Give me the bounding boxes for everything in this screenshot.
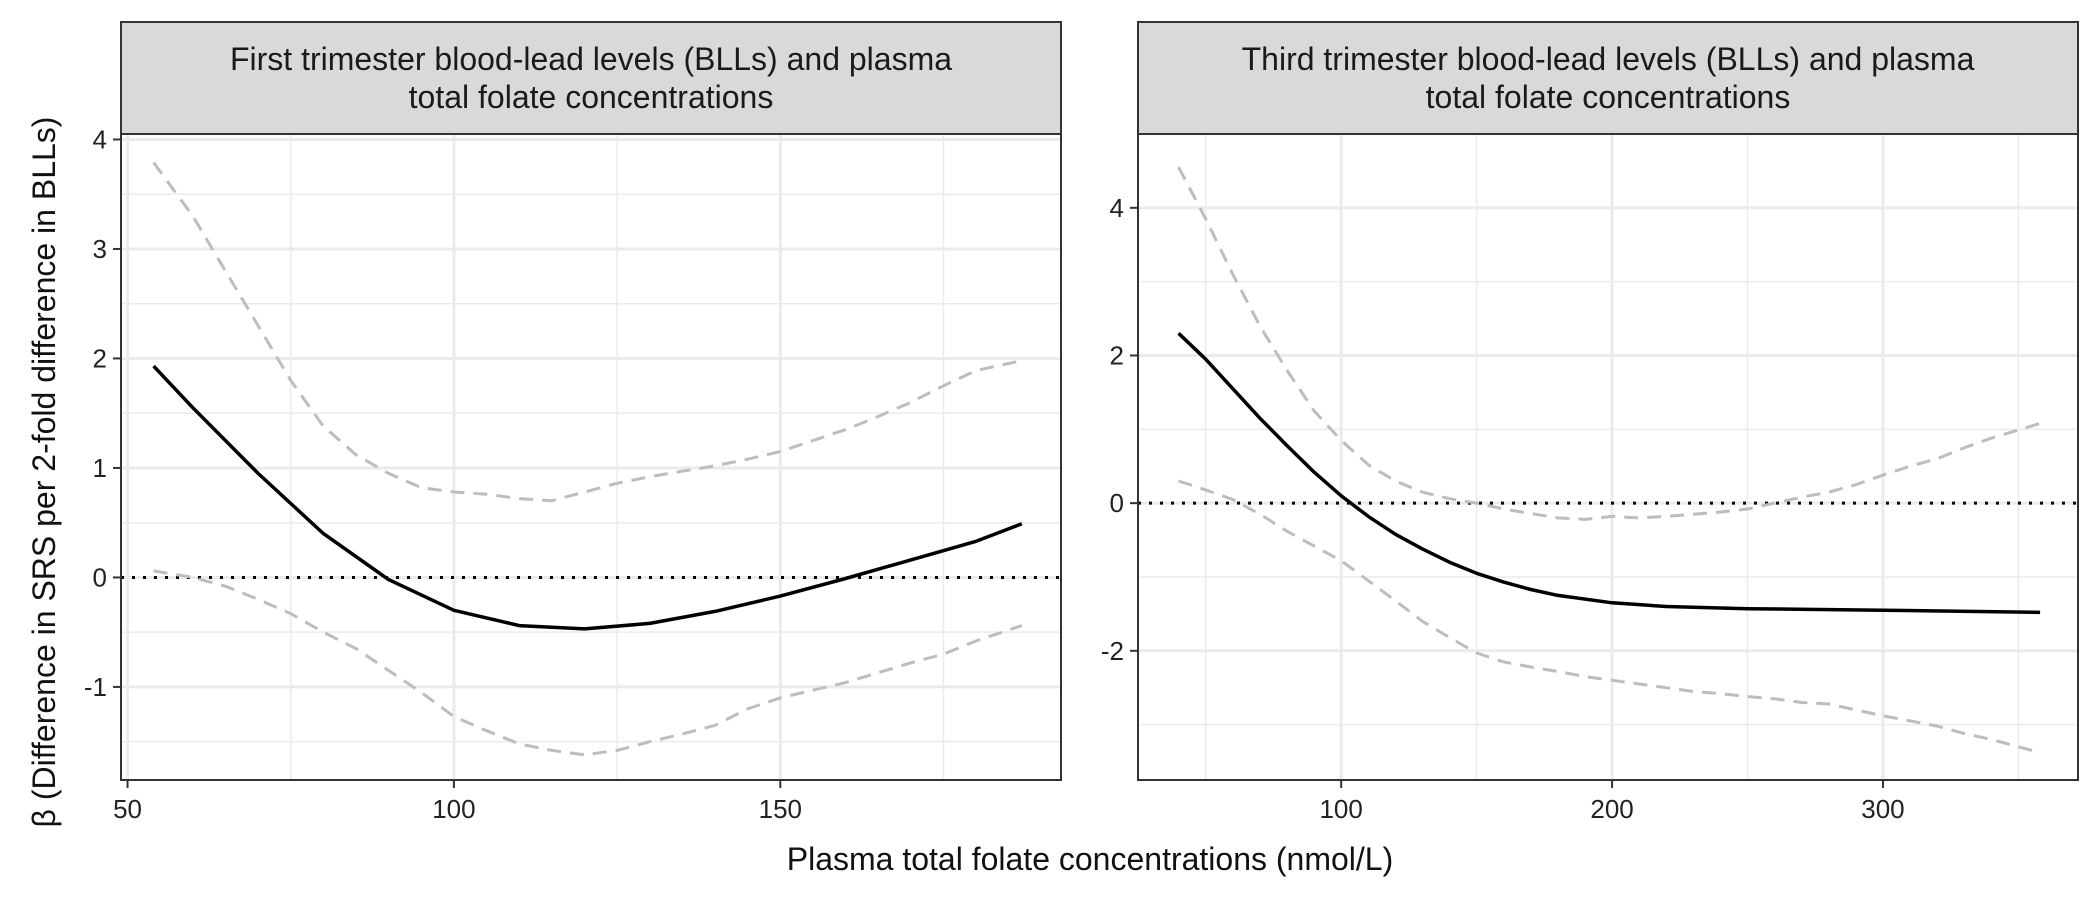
- x-tick-label: 200: [1590, 794, 1633, 824]
- lower-ci-line: [153, 569, 1023, 757]
- x-tick-label: 300: [1861, 794, 1904, 824]
- x-tick-label: 50: [113, 794, 142, 824]
- x-tick-label: 100: [1319, 794, 1362, 824]
- y-tick-label: 0: [1110, 488, 1124, 518]
- y-tick-label: -1: [84, 672, 107, 702]
- y-tick-label: 2: [93, 343, 107, 373]
- plot-background: [1138, 134, 2078, 780]
- y-tick-label: -2: [1101, 636, 1124, 666]
- estimate-line: [152, 364, 1023, 631]
- y-tick-label: 0: [93, 562, 107, 592]
- x-tick-label: 100: [432, 794, 475, 824]
- y-tick-label: 4: [93, 124, 107, 154]
- panel-first-trimester: First trimester blood-lead levels (BLLs)…: [84, 21, 1062, 824]
- estimate-line: [1177, 332, 2041, 615]
- x-axis-title: Plasma total folate concentrations (nmol…: [787, 841, 1394, 877]
- plot-background: [121, 134, 1061, 780]
- upper-ci-line: [1177, 166, 2041, 521]
- y-tick-label: 2: [1110, 340, 1124, 370]
- upper-ci-line: [152, 161, 1023, 503]
- y-axis-title: β (Difference in SRS per 2-fold differen…: [26, 117, 62, 828]
- facet-strip-title-line: total folate concentrations: [1426, 79, 1791, 115]
- x-tick-label: 150: [759, 794, 802, 824]
- facet-strip: [1137, 21, 2079, 135]
- facet-strip-title-line: First trimester blood-lead levels (BLLs)…: [230, 41, 952, 77]
- facet-strip-title-line: total folate concentrations: [409, 79, 774, 115]
- lower-ci-line: [1178, 479, 2041, 755]
- panel-third-trimester: Third trimester blood-lead levels (BLLs)…: [1101, 21, 2079, 824]
- facet-strip-title-line: Third trimester blood-lead levels (BLLs)…: [1242, 41, 1975, 77]
- facet-strip: [120, 21, 1062, 135]
- y-tick-label: 4: [1110, 193, 1124, 223]
- y-tick-label: 3: [93, 234, 107, 264]
- y-tick-label: 1: [93, 453, 107, 483]
